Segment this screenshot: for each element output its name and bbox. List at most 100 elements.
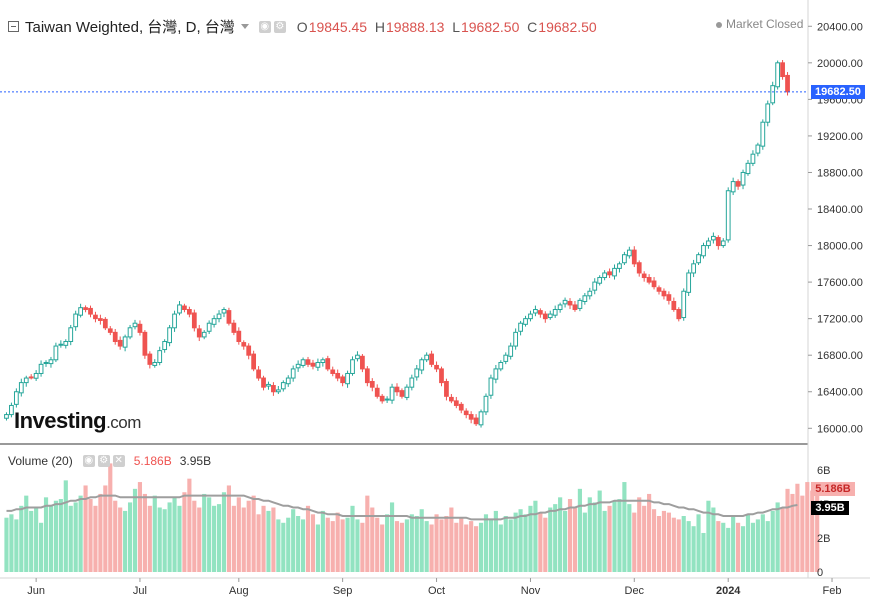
volume-bar bbox=[577, 488, 582, 572]
volume-bar bbox=[212, 505, 217, 572]
volume-bar bbox=[385, 514, 390, 572]
volume-bar bbox=[602, 510, 607, 572]
volume-bar bbox=[429, 524, 434, 572]
candle bbox=[597, 275, 603, 286]
candle bbox=[631, 246, 637, 268]
candle bbox=[107, 326, 113, 336]
candle bbox=[310, 359, 316, 370]
volume-bar bbox=[449, 507, 454, 572]
candle bbox=[444, 378, 449, 401]
candle bbox=[572, 301, 578, 312]
candle bbox=[582, 292, 588, 305]
volume-value: 5.186B bbox=[133, 454, 172, 468]
volume-bar bbox=[147, 505, 152, 572]
volume-bar bbox=[310, 514, 316, 572]
candle bbox=[528, 310, 533, 322]
volume-bar bbox=[770, 510, 775, 572]
candle bbox=[617, 261, 622, 273]
volume-bar bbox=[656, 516, 662, 572]
candle bbox=[320, 357, 326, 367]
candle bbox=[607, 268, 612, 278]
candle bbox=[389, 383, 395, 404]
eye-icon[interactable]: ◉ bbox=[82, 455, 95, 467]
candle bbox=[271, 382, 276, 396]
candle bbox=[280, 380, 286, 392]
candle bbox=[4, 412, 9, 421]
candle bbox=[765, 100, 771, 127]
candle bbox=[231, 319, 237, 336]
candle bbox=[256, 366, 261, 381]
volume-bar bbox=[296, 516, 301, 572]
candle bbox=[448, 394, 454, 404]
x-tick-label: Jul bbox=[133, 585, 147, 597]
volume-bar bbox=[58, 499, 63, 572]
volume-bar bbox=[78, 495, 83, 572]
candle bbox=[453, 396, 459, 409]
volume-bar bbox=[523, 514, 528, 572]
candle bbox=[394, 383, 400, 396]
volume-bar bbox=[750, 522, 756, 572]
volume-bar bbox=[513, 512, 518, 572]
volume-bar bbox=[127, 502, 133, 572]
settings-icon[interactable]: ⚙ bbox=[273, 20, 286, 33]
price-tick-label: 18400.00 bbox=[817, 204, 863, 216]
price-tick-label: 16800.00 bbox=[817, 350, 863, 362]
volume-bar bbox=[246, 500, 251, 572]
candle bbox=[414, 364, 420, 381]
volume-bar bbox=[696, 514, 701, 572]
volume-bar bbox=[736, 522, 741, 572]
collapse-icon[interactable] bbox=[8, 21, 19, 32]
volume-bar bbox=[592, 502, 597, 572]
volume-bar bbox=[271, 507, 276, 572]
volume-bar bbox=[444, 516, 449, 572]
candle bbox=[533, 305, 538, 317]
candle bbox=[18, 378, 24, 397]
volume-bar bbox=[345, 517, 350, 572]
candle bbox=[142, 330, 148, 359]
candle bbox=[305, 356, 311, 368]
settings-icon[interactable]: ⚙ bbox=[97, 455, 110, 467]
volume-bar bbox=[256, 514, 261, 572]
candle bbox=[98, 314, 103, 325]
volume-bar bbox=[335, 512, 340, 572]
eye-icon[interactable]: ◉ bbox=[258, 20, 271, 33]
candle bbox=[626, 246, 632, 259]
volume-bar bbox=[587, 497, 592, 572]
volume-bar bbox=[419, 509, 424, 572]
volume-bar bbox=[439, 519, 444, 572]
volume-bar bbox=[207, 497, 212, 572]
candle bbox=[117, 336, 123, 350]
volume-bar bbox=[493, 510, 498, 572]
x-tick-label: Feb bbox=[823, 585, 842, 597]
chevron-down-icon[interactable] bbox=[240, 24, 249, 29]
close-icon[interactable]: ✕ bbox=[112, 455, 125, 467]
volume-bar bbox=[355, 519, 360, 572]
market-status: Market Closed bbox=[716, 17, 803, 31]
candle bbox=[285, 375, 291, 387]
candle bbox=[201, 330, 207, 340]
volume-bar bbox=[478, 522, 484, 572]
volume-bar bbox=[775, 502, 780, 572]
volume-bar bbox=[108, 463, 113, 572]
volume-tick-label: 0 bbox=[817, 567, 823, 579]
volume-bar bbox=[474, 526, 479, 572]
volume-bar bbox=[691, 526, 696, 572]
volume-bar bbox=[162, 509, 167, 572]
candle bbox=[483, 393, 489, 416]
candle bbox=[725, 187, 731, 243]
volume-label[interactable]: Volume (20) bbox=[8, 454, 73, 468]
candle bbox=[88, 305, 93, 318]
volume-bar bbox=[651, 509, 657, 572]
volume-bar bbox=[464, 524, 469, 572]
candle bbox=[636, 260, 642, 277]
candle bbox=[612, 264, 617, 280]
x-tick-label: Dec bbox=[625, 585, 645, 597]
volume-bar bbox=[118, 507, 123, 572]
candle bbox=[379, 394, 385, 404]
instrument-title[interactable]: Taiwan Weighted, 台灣, D, 台灣 bbox=[25, 19, 235, 36]
candle bbox=[399, 388, 405, 399]
volume-bar bbox=[167, 502, 172, 572]
volume-bar bbox=[632, 512, 637, 572]
volume-bar bbox=[177, 505, 182, 572]
